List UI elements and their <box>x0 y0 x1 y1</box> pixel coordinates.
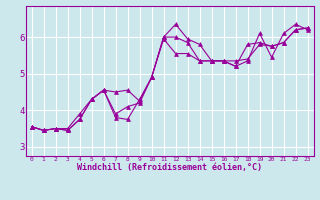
X-axis label: Windchill (Refroidissement éolien,°C): Windchill (Refroidissement éolien,°C) <box>77 163 262 172</box>
